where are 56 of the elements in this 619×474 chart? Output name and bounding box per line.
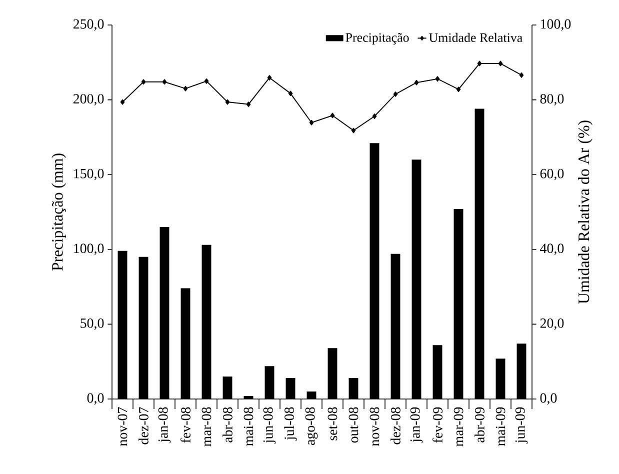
y2-tick-label: 80,0 (540, 94, 564, 106)
point (414, 80, 419, 86)
y2-tick-label: 20,0 (540, 318, 564, 330)
point (162, 79, 167, 85)
y-tick-label: 100,0 (74, 244, 104, 256)
point (477, 60, 482, 66)
x-tick-label: fev-09 (432, 407, 442, 443)
point (204, 78, 209, 84)
legend-label: Precipitação (346, 33, 409, 45)
x-tick-label: mar-09 (454, 407, 464, 446)
point (330, 112, 335, 118)
point (120, 99, 125, 105)
x-tick-label: mai-09 (496, 407, 506, 446)
point (456, 86, 461, 92)
x-tick-label: jul-08 (284, 407, 297, 440)
point (519, 72, 524, 78)
x-tick-label: mar-08 (202, 407, 212, 446)
legend-label: Umidade Relativa (429, 32, 522, 42)
y2-tick-label: 40,0 (540, 244, 564, 256)
y2-tick-label: 60,0 (540, 168, 564, 180)
y-tick-label: 200,0 (73, 94, 104, 106)
point (309, 120, 314, 126)
x-tick-label: jun-08 (263, 407, 276, 444)
x-tick-label: out-08 (348, 407, 358, 443)
point (393, 91, 398, 97)
x-tick-label: jan-08 (158, 407, 171, 443)
y2-axis-title: Umidade Relativa do Ar (%) (578, 120, 592, 304)
point (498, 60, 503, 66)
y-tick-label: 150,0 (74, 168, 104, 180)
point (267, 75, 272, 80)
x-tick-label: dez-07 (138, 407, 148, 444)
y-tick-label: 50,0 (80, 318, 104, 330)
x-tick-label: abr-09 (474, 407, 484, 442)
point (372, 114, 377, 119)
x-tick-label: jun-09 (515, 407, 528, 444)
x-tick-label: fev-08 (180, 407, 190, 443)
y-tick-label: 250,0 (73, 19, 104, 31)
x-tick-label: mai-08 (244, 407, 254, 446)
x-tick-label: jan-09 (410, 407, 423, 443)
x-tick-label: abr-08 (222, 407, 232, 442)
y-tick-label: 0,0 (87, 393, 104, 405)
x-tick-label: set-08 (328, 407, 338, 440)
point (141, 79, 146, 85)
y2-tick-label: 0,0 (540, 393, 557, 405)
point (288, 90, 293, 96)
y-axis-title: Precipitação (mm) (52, 154, 66, 271)
x-tick-label: ago-08 (305, 407, 318, 446)
x-tick-label: nov-07 (118, 407, 128, 446)
point (246, 102, 251, 107)
point (183, 86, 188, 92)
point (435, 76, 440, 82)
y2-tick-label: 100,0 (540, 19, 571, 31)
x-tick-label: dez-08 (390, 407, 400, 444)
point (351, 128, 356, 134)
point (225, 99, 230, 105)
x-tick-label: nov-08 (370, 407, 380, 446)
